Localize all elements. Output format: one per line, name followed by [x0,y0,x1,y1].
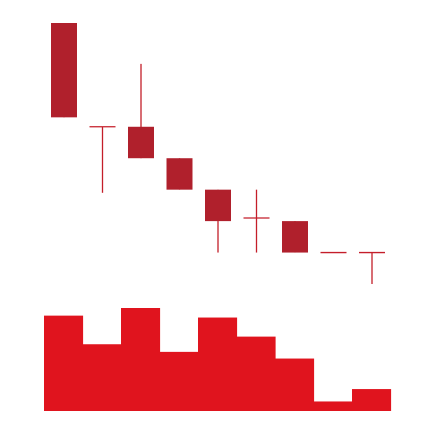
candle-body [166,158,193,190]
volume-bars-group [44,308,392,411]
candle-9 [359,251,385,284]
volume-bar-7 [275,358,315,411]
volume-bar-2 [82,344,122,411]
candle-4 [166,158,193,190]
candle-body [128,126,154,159]
volume-bar-5 [198,317,238,411]
candles-group [51,23,385,284]
candle-7 [282,221,308,253]
candle-3 [128,63,154,159]
candle-body [282,221,308,253]
candle-1 [51,23,77,118]
volume-bar-8 [313,401,353,411]
volume-bar-3 [121,308,161,411]
volume-bar-1 [44,315,84,411]
candle-5 [205,189,231,253]
volume-bar-6 [236,336,276,411]
candle-body [51,23,77,118]
volume-bar-9 [352,389,392,411]
candle-2 [89,126,116,193]
candle-body [205,189,231,222]
candle-6 [243,189,270,253]
volume-bar-4 [159,351,199,411]
